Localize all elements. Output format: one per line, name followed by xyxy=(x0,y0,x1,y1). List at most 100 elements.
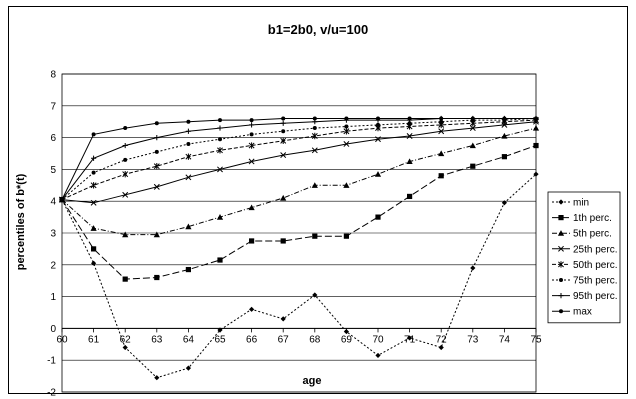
series-7-point-3 xyxy=(154,121,159,126)
series-0-point-4 xyxy=(185,365,191,371)
series-line-2 xyxy=(61,127,537,236)
series-0-point-14 xyxy=(501,200,507,206)
series-6-point-5 xyxy=(217,125,223,131)
series-1-point-7 xyxy=(280,238,286,244)
y-tick-label-1: -1 xyxy=(47,356,56,367)
legend-marker-0 xyxy=(558,199,564,205)
legend-label-5: 75th perc. xyxy=(573,276,617,287)
legend-box xyxy=(547,191,621,324)
legend-label-0: min xyxy=(573,198,589,209)
series-3-point-4 xyxy=(185,174,192,181)
y-tick-label-5: 3 xyxy=(50,229,56,240)
series-line-5 xyxy=(61,118,537,200)
plot-border xyxy=(61,73,537,393)
series-2-point-13 xyxy=(469,142,476,149)
series-2-point-12 xyxy=(438,150,445,157)
x-tick-label-0: 60 xyxy=(56,334,68,345)
series-5-point-4 xyxy=(186,141,191,146)
series-0-point-15 xyxy=(533,171,539,177)
series-5-point-10 xyxy=(376,122,380,127)
series-1-point-1 xyxy=(91,246,97,252)
series-line-0 xyxy=(61,173,537,379)
series-4-point-3 xyxy=(153,163,160,170)
y-tick-label-4: 2 xyxy=(50,260,56,271)
legend: min 1th perc. 5th perc. 25th perc. 50th perc… xyxy=(547,191,621,324)
series-4-point-8 xyxy=(311,132,318,140)
series-0-point-11 xyxy=(407,335,413,341)
series-4-point-2 xyxy=(122,170,129,178)
plot-area: -2-1012345678606162636465666768697071727… xyxy=(47,70,542,399)
series-0-point-3 xyxy=(154,375,160,381)
series-4-point-9 xyxy=(343,128,350,135)
x-tick-label-8: 68 xyxy=(309,334,321,345)
legend-marker-3 xyxy=(558,245,564,252)
x-tick-label-13: 73 xyxy=(467,334,479,345)
series-line-4 xyxy=(61,119,537,201)
series-7-point-12 xyxy=(439,116,444,121)
series-7-point-1 xyxy=(91,132,96,137)
x-tick-label-1: 61 xyxy=(88,334,100,345)
series-2-point-9 xyxy=(343,182,350,188)
series-1-point-13 xyxy=(470,163,476,169)
series-4-point-1 xyxy=(90,182,97,189)
series-2-point-15 xyxy=(532,124,540,131)
series-0-point-10 xyxy=(375,352,381,359)
y-tick-label-0: -2 xyxy=(47,388,56,399)
series-line-1 xyxy=(61,145,537,280)
series-5-point-11 xyxy=(407,121,412,126)
series-5-point-2 xyxy=(123,157,128,162)
series-2-point-2 xyxy=(122,231,129,238)
x-axis-label: age xyxy=(303,375,322,387)
series-3-point-12 xyxy=(438,128,445,135)
x-tick-label-7: 67 xyxy=(278,334,290,345)
x-tick-label-15: 75 xyxy=(530,334,542,345)
series-0-point-6 xyxy=(249,306,255,312)
series-1-point-3 xyxy=(154,274,160,281)
y-tick-label-6: 4 xyxy=(50,197,56,208)
series-2-point-7 xyxy=(280,194,287,201)
x-tick-label-6: 66 xyxy=(246,334,258,345)
series-line-7 xyxy=(61,118,536,200)
series-4-point-5 xyxy=(217,147,223,154)
series-1-point-8 xyxy=(312,233,318,239)
series-line-3 xyxy=(61,121,537,204)
series-0-point-9 xyxy=(343,328,349,335)
series-1-point-15 xyxy=(533,142,539,149)
legend-marker-5 xyxy=(559,278,563,282)
series-2-point-5 xyxy=(216,214,224,220)
series-3-point-8 xyxy=(311,147,318,154)
series-5-point-6 xyxy=(249,132,254,137)
x-tick-label-12: 72 xyxy=(436,334,448,345)
series-3-point-7 xyxy=(280,152,287,159)
series-4-point-6 xyxy=(248,142,255,149)
series-7-point-13 xyxy=(470,116,475,121)
series-3-point-3 xyxy=(153,183,160,190)
series-5-point-7 xyxy=(281,129,286,134)
series-2-point-14 xyxy=(501,132,508,139)
series-1-point-9 xyxy=(343,233,349,239)
series-0-point-1 xyxy=(91,260,97,266)
y-tick-label-10: 8 xyxy=(50,70,56,81)
series-2-point-4 xyxy=(185,223,192,230)
series-3-point-6 xyxy=(248,158,255,165)
series-1-point-6 xyxy=(249,238,255,244)
y-axis-label: percentiles of b*(t) xyxy=(15,173,27,270)
series-7-point-5 xyxy=(218,118,222,123)
x-tick-label-10: 70 xyxy=(372,334,384,345)
series-2-point-11 xyxy=(406,158,413,165)
series-5-point-1 xyxy=(91,170,96,175)
series-2-point-6 xyxy=(248,204,255,211)
legend-label-6: 95th perc. xyxy=(573,291,617,302)
series-6-point-2 xyxy=(122,142,128,149)
series-4-point-4 xyxy=(185,153,192,160)
x-tick-label-5: 65 xyxy=(214,334,226,345)
series-5-point-9 xyxy=(344,124,349,129)
series-line-6 xyxy=(61,118,536,200)
series-0-point-2 xyxy=(122,344,128,351)
x-tick-label-2: 62 xyxy=(120,334,132,345)
y-tick-label-7: 5 xyxy=(50,165,56,176)
series-7-point-10 xyxy=(376,116,380,121)
series-3-point-10 xyxy=(375,136,381,143)
series-7-point-8 xyxy=(312,116,317,121)
